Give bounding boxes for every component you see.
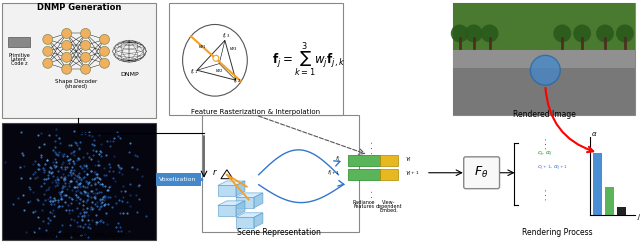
Circle shape	[81, 64, 90, 74]
Circle shape	[99, 35, 109, 44]
Text: $\gamma_j$: $\gamma_j$	[405, 156, 412, 165]
Bar	[348, 169, 380, 180]
Bar	[2, 123, 156, 240]
Text: Embed.: Embed.	[380, 208, 399, 213]
Text: Feature Rasterization & Interpolation: Feature Rasterization & Interpolation	[191, 109, 320, 115]
Text: $c_{j+1}, \alpha_{j+1}$: $c_{j+1}, \alpha_{j+1}$	[538, 164, 568, 173]
Text: Scene Representation: Scene Representation	[237, 228, 321, 237]
Bar	[348, 155, 380, 166]
Text: DNMP: DNMP	[120, 72, 139, 77]
Circle shape	[99, 46, 109, 56]
Bar	[452, 3, 635, 53]
Circle shape	[61, 52, 72, 62]
Polygon shape	[236, 193, 263, 197]
Circle shape	[616, 25, 634, 42]
Text: $f_{j,2}$: $f_{j,2}$	[234, 77, 242, 87]
Text: $w_3$: $w_3$	[228, 45, 237, 53]
Circle shape	[81, 28, 90, 38]
Text: View-: View-	[382, 200, 396, 205]
Text: · · ·: · · ·	[369, 141, 378, 155]
Polygon shape	[218, 201, 245, 205]
Circle shape	[43, 58, 52, 68]
Text: Rendering Process: Rendering Process	[522, 228, 593, 237]
Text: Primitive: Primitive	[8, 53, 30, 58]
Circle shape	[81, 40, 90, 50]
Bar	[2, 3, 156, 118]
Text: $f_j$: $f_j$	[335, 155, 340, 165]
Text: r: r	[213, 168, 217, 177]
Polygon shape	[218, 205, 236, 216]
Polygon shape	[236, 213, 263, 217]
Bar	[452, 3, 635, 115]
Circle shape	[451, 25, 468, 42]
Text: Rendered Image: Rendered Image	[513, 110, 576, 119]
Text: $f_{j+1}$: $f_{j+1}$	[327, 169, 340, 179]
Text: $\gamma_{j+1}$: $\gamma_{j+1}$	[405, 170, 420, 179]
Text: $j$: $j$	[637, 212, 640, 222]
Bar	[202, 115, 359, 233]
FancyBboxPatch shape	[464, 157, 500, 189]
Text: $f_{j,1}$: $f_{j,1}$	[189, 68, 198, 78]
Circle shape	[465, 25, 483, 42]
Circle shape	[573, 25, 591, 42]
Text: Latent: Latent	[11, 57, 27, 62]
Polygon shape	[236, 217, 254, 228]
Circle shape	[553, 25, 571, 42]
Circle shape	[61, 40, 72, 50]
Text: $f_{j,3}$: $f_{j,3}$	[223, 31, 231, 42]
Bar	[452, 50, 635, 68]
Text: $\alpha$: $\alpha$	[591, 130, 598, 138]
Text: $w_1$: $w_1$	[198, 43, 206, 51]
Text: $w_2$: $w_2$	[215, 67, 223, 75]
Circle shape	[43, 46, 52, 56]
Circle shape	[61, 64, 72, 74]
Circle shape	[61, 28, 72, 38]
Circle shape	[99, 58, 109, 68]
Circle shape	[531, 55, 560, 85]
Polygon shape	[236, 201, 245, 216]
Text: Shape Decoder: Shape Decoder	[54, 79, 97, 84]
Polygon shape	[254, 213, 263, 228]
Text: $F_{\theta}$: $F_{\theta}$	[474, 165, 489, 180]
Polygon shape	[236, 197, 254, 208]
Text: dependent: dependent	[376, 204, 403, 209]
Circle shape	[481, 25, 499, 42]
Text: · · ·: · · ·	[544, 189, 550, 200]
Polygon shape	[218, 181, 245, 185]
Text: Point-Cloud Reconstruction: Point-Cloud Reconstruction	[31, 232, 125, 238]
Circle shape	[81, 52, 90, 62]
Text: Radiance: Radiance	[353, 200, 376, 205]
Bar	[380, 155, 398, 166]
Polygon shape	[254, 193, 263, 208]
Bar	[169, 3, 343, 115]
Text: (shared): (shared)	[64, 84, 87, 89]
Text: $\mathbf{f}_j = \sum_{k=1}^{3} w_j \mathbf{f}_{j,k}$: $\mathbf{f}_j = \sum_{k=1}^{3} w_j \math…	[272, 41, 345, 79]
Bar	[156, 173, 201, 186]
Bar	[452, 60, 635, 115]
Circle shape	[213, 55, 219, 61]
Bar	[605, 187, 614, 215]
Text: Voxelization: Voxelization	[159, 177, 197, 182]
Circle shape	[596, 25, 614, 42]
Text: $c_j, \alpha_j$: $c_j, \alpha_j$	[538, 150, 553, 159]
Text: DNMP Generation: DNMP Generation	[37, 3, 122, 12]
Bar	[380, 169, 398, 180]
Bar	[617, 207, 626, 215]
Text: · · ·: · · ·	[369, 190, 378, 203]
Text: Features: Features	[354, 204, 375, 209]
Text: · · ·: · · ·	[544, 137, 550, 148]
Polygon shape	[236, 181, 245, 196]
Circle shape	[43, 35, 52, 44]
Text: Code z: Code z	[11, 61, 28, 66]
Bar	[593, 153, 602, 215]
Polygon shape	[218, 185, 236, 196]
Ellipse shape	[182, 25, 247, 96]
Bar	[8, 37, 30, 47]
